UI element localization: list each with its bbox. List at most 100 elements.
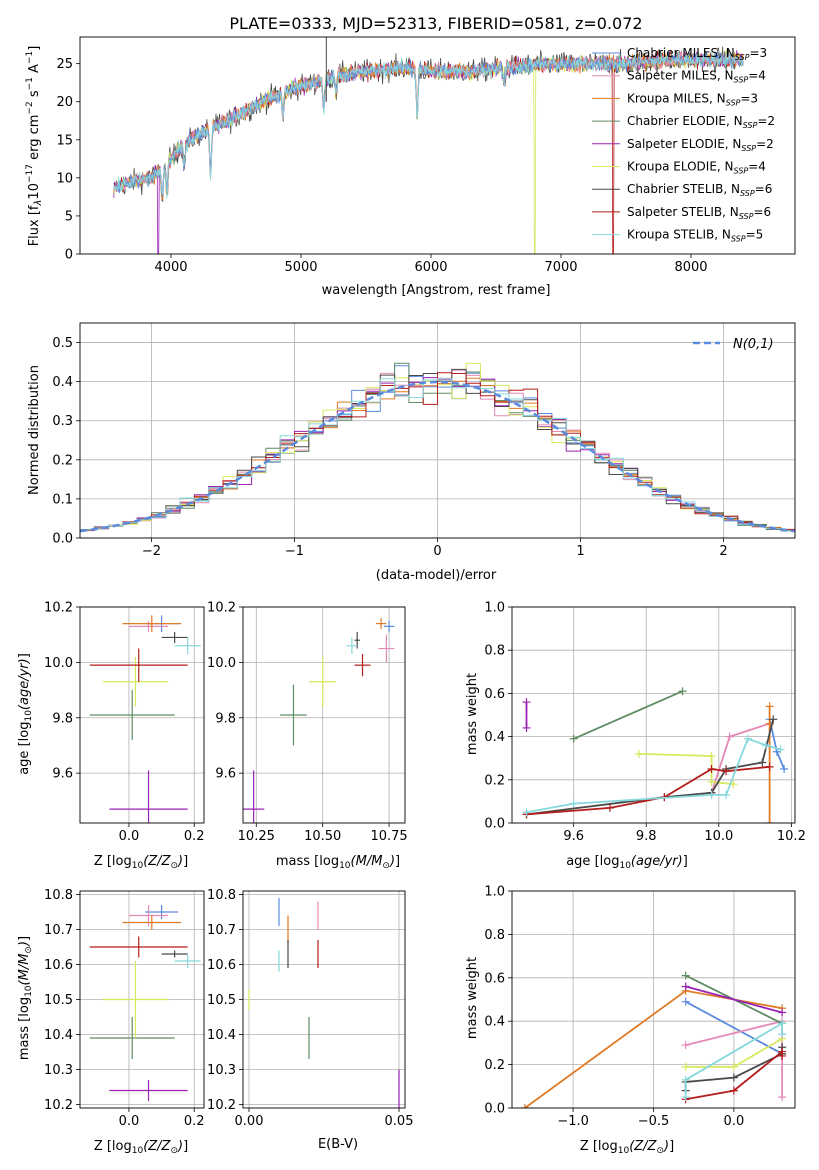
x-tick-label: 5000 [284, 260, 317, 275]
x-tick-label: 0.0 [119, 1114, 140, 1129]
axes-7: −1.0 −0.5 0.0 0.0 0.2 0.4 0.6 0.8 1.0 [484, 885, 796, 1129]
errorbar-point [89, 936, 188, 958]
y-tick-label: 0.2 [52, 453, 73, 468]
legend-label: Salpeter ELODIE, NSSP=2 [627, 137, 774, 153]
x-tick-label: −1.0 [557, 1114, 589, 1129]
spectrum-series [113, 37, 744, 254]
y-tick-label: 0.4 [52, 375, 73, 390]
y-tick-label: 10.0 [44, 656, 73, 671]
x-tick-label: 4000 [154, 260, 187, 275]
errorbar-point [102, 656, 169, 707]
x-tick-label: 1 [576, 544, 584, 559]
spectrum-xlabel: wavelength [Angstrom, rest frame] [322, 283, 551, 298]
residuals-ylabel: Normed distribution [27, 365, 42, 495]
y-tick-label: 0.6 [484, 971, 505, 986]
y-tick-label: 1.0 [484, 601, 505, 616]
weight-marker [522, 698, 531, 707]
weight-marker [729, 1086, 738, 1095]
y-tick-label: 15 [56, 133, 73, 148]
weight-line-kroupa-stelib [526, 737, 781, 814]
weight-marker [634, 749, 643, 758]
weight-marker [776, 745, 785, 754]
axes-5: 0.0 0.2 10.2 10.3 10.4 10.5 10.6 10.7 10.8 [44, 888, 205, 1129]
errorbar-point [122, 615, 182, 632]
weight-marker [678, 687, 687, 696]
x-tick-label: 10.25 [238, 829, 275, 844]
age-weight-ylabel: mass weight [465, 673, 480, 755]
x-tick-label: −2 [142, 544, 161, 559]
normal-curve [80, 380, 795, 533]
weight-marker [522, 808, 531, 817]
errorbar-point [378, 634, 395, 663]
legend-label: Kroupa ELODIE, NSSP=4 [627, 160, 766, 176]
y-tick-label: 10.8 [207, 888, 236, 903]
weight-marker [725, 732, 734, 741]
y-tick-label: 0.5 [52, 336, 73, 351]
axes-1: −2 −1 0 1 2 0.0 0.1 0.2 0.3 0.4 0.5 N(0,1) [52, 322, 796, 559]
weight-marker [761, 741, 770, 750]
y-tick-label: 5 [65, 209, 73, 224]
y-tick-label: 0.3 [52, 414, 73, 429]
weight-marker [707, 752, 716, 761]
axes-frame [511, 606, 796, 824]
errorbar-point [354, 654, 371, 677]
legend-label: Kroupa STELIB, NSSP=5 [627, 228, 763, 244]
y-tick-label: 0.4 [484, 730, 505, 745]
weight-marker [569, 799, 578, 808]
residuals-xlabel: (data-model)/error [376, 568, 497, 583]
weight-marker [769, 715, 778, 724]
histogram-kroupa-stelib [80, 378, 795, 532]
y-tick-label: 10.4 [44, 1028, 73, 1043]
axes-frame [79, 36, 796, 255]
x-tick-label: 8000 [674, 260, 707, 275]
legend-label: Kroupa MILES, NSSP=3 [627, 91, 758, 107]
y-tick-label: 10.2 [207, 601, 236, 616]
spectrum-line-kroupa-stelib [113, 52, 744, 199]
weight-line-chabrier-elodie [573, 690, 683, 740]
weight-marker [681, 997, 690, 1006]
y-tick-label: 10.3 [207, 1063, 236, 1078]
weight-marker [681, 1075, 690, 1084]
y-tick-label: 10.5 [44, 993, 73, 1008]
y-tick-label: 10.7 [44, 923, 73, 938]
axes-frame [511, 890, 796, 1109]
y-tick-label: 0.1 [52, 492, 73, 507]
x-tick-label: −1 [285, 544, 304, 559]
y-tick-label: 0.0 [52, 532, 73, 547]
y-tick-label: 9.8 [215, 711, 236, 726]
age-weight-xlabel: age [log10(age/yr)] [566, 854, 688, 871]
z-weight-ylabel: mass weight [465, 957, 480, 1039]
y-tick-label: 10.6 [44, 958, 73, 973]
figure-title: PLATE=0333, MJD=52313, FIBERID=0581, z=0… [229, 14, 642, 33]
errorbar-point [89, 1017, 175, 1059]
histogram-salpeter-stelib [80, 372, 795, 531]
y-tick-label: 20 [56, 95, 73, 110]
x-tick-label: 0 [433, 544, 441, 559]
z-mass-ylabel: mass [log10(M/M⊙)] [17, 936, 34, 1060]
weight-marker [681, 1062, 690, 1071]
errorbar-point [280, 684, 307, 746]
errorbar-point [383, 620, 395, 632]
x-tick-label: 6000 [414, 260, 447, 275]
x-tick-label: 10.2 [777, 829, 806, 844]
errorbar-point [243, 770, 265, 823]
x-tick-label: 10.75 [370, 829, 407, 844]
y-tick-label: 10.2 [207, 1098, 236, 1113]
errorbar-point [161, 631, 188, 643]
axes-0: 4000 5000 6000 7000 8000 0 5 10 15 20 25 Chabrier M… [56, 36, 796, 275]
z-age-xlabel: Z [log10(Z/Z⊙)] [94, 854, 188, 871]
x-tick-label: 10.0 [704, 829, 733, 844]
weight-line-chabrier-miles [685, 1000, 783, 1055]
errorbar-point [174, 637, 201, 655]
weight-marker [722, 767, 731, 776]
y-tick-label: 10.3 [44, 1063, 73, 1078]
axes-frame [79, 890, 205, 1109]
x-tick-label: 0.0 [119, 829, 140, 844]
weight-line-salpeter-stelib [526, 765, 770, 816]
weight-marker [778, 1093, 787, 1102]
histogram-series [80, 362, 795, 533]
errorbar-series [243, 618, 395, 823]
weight-marker [520, 1104, 529, 1108]
weight-marker [765, 762, 774, 771]
